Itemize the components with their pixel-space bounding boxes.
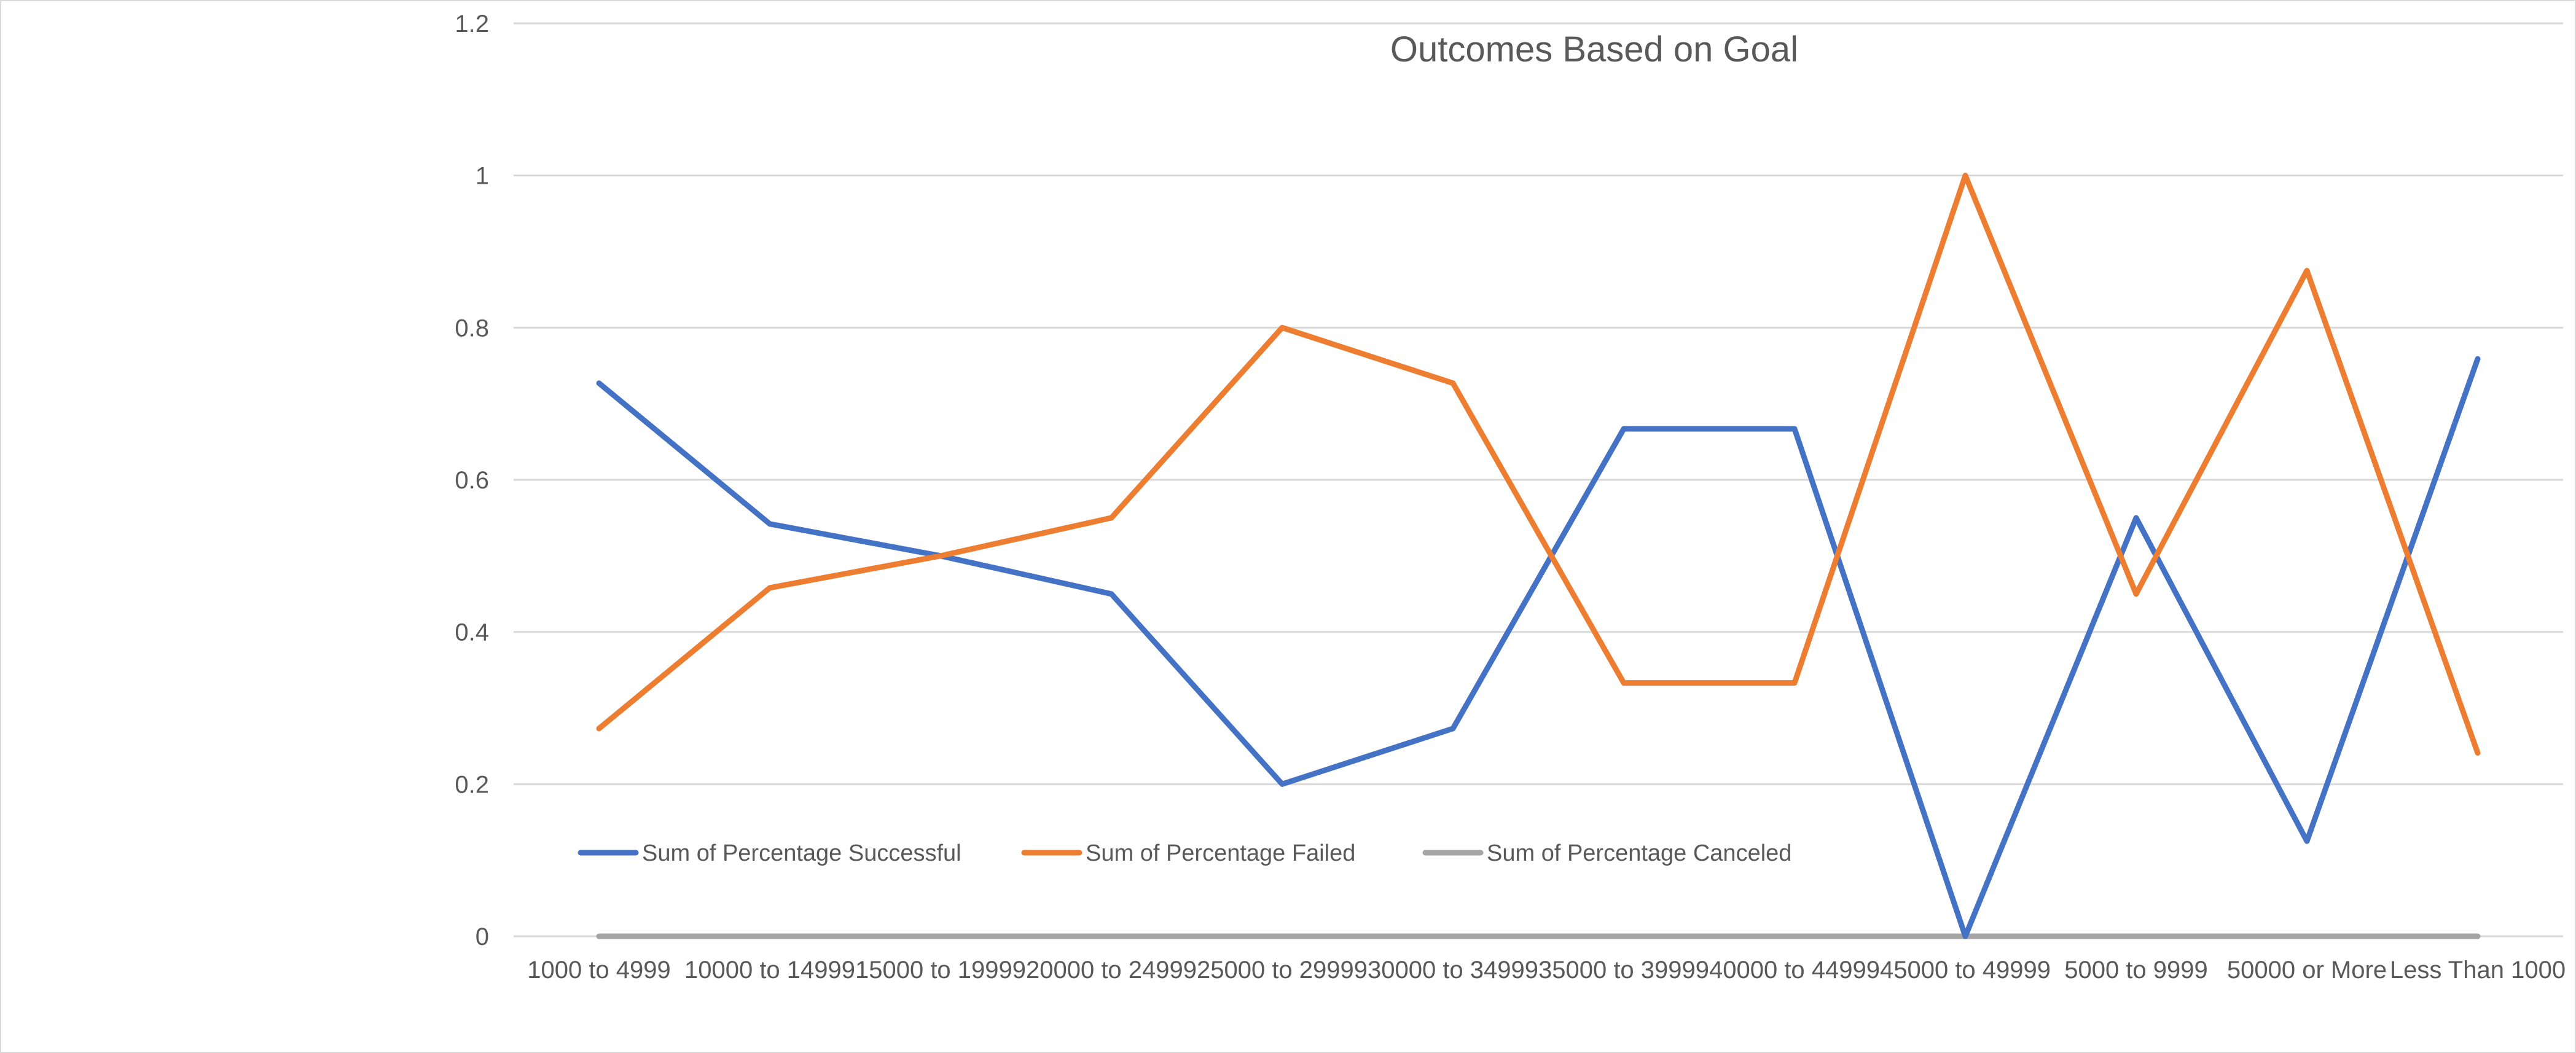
x-tick-label: 20000 to 24999 <box>1026 957 1197 984</box>
x-tick-label: 45000 to 49999 <box>1880 957 2051 984</box>
y-tick-label: 0 <box>476 923 489 950</box>
legend-label: Sum of Percentage Successful <box>642 840 961 866</box>
y-tick-label: 0.2 <box>455 771 489 798</box>
x-tick-label: 40000 to 44999 <box>1709 957 1880 984</box>
y-tick-label: 0.4 <box>455 619 489 646</box>
chart-title: Outcomes Based on Goal <box>1390 29 1798 69</box>
x-tick-label: 1000 to 4999 <box>527 957 671 984</box>
x-tick-label: Less Than 1000 <box>2390 957 2566 984</box>
x-tick-label: 50000 or More <box>2227 957 2387 984</box>
legend-label: Sum of Percentage Canceled <box>1487 840 1791 866</box>
series-line-sum-of-percentage-failed <box>596 173 2481 756</box>
series-lines <box>596 173 2481 939</box>
x-tick-label: 10000 to 14999 <box>684 957 855 984</box>
y-tick-label: 0.8 <box>455 315 489 342</box>
y-tick-label: 1.2 <box>455 10 489 37</box>
y-tick-label: 1 <box>476 163 489 190</box>
x-tick-label: 5000 to 9999 <box>2064 957 2208 984</box>
legend: Sum of Percentage Successful Sum of Perce… <box>577 840 1791 866</box>
y-axis-tick-labels: 0 0.2 0.4 0.6 0.8 1 1.2 <box>455 10 489 950</box>
x-axis-tick-labels: 1000 to 4999 10000 to 14999 15000 to 19999… <box>527 957 2566 984</box>
gridlines <box>514 22 2563 938</box>
series-line-sum-of-percentage-successful <box>596 356 2481 939</box>
y-tick-label: 0.6 <box>455 467 489 494</box>
x-tick-label: 30000 to 34999 <box>1368 957 1538 984</box>
x-tick-label: 25000 to 29999 <box>1197 957 1368 984</box>
x-tick-label: 35000 to 39999 <box>1538 957 1709 984</box>
x-tick-label: 15000 to 19999 <box>855 957 1026 984</box>
legend-label: Sum of Percentage Failed <box>1086 840 1355 866</box>
